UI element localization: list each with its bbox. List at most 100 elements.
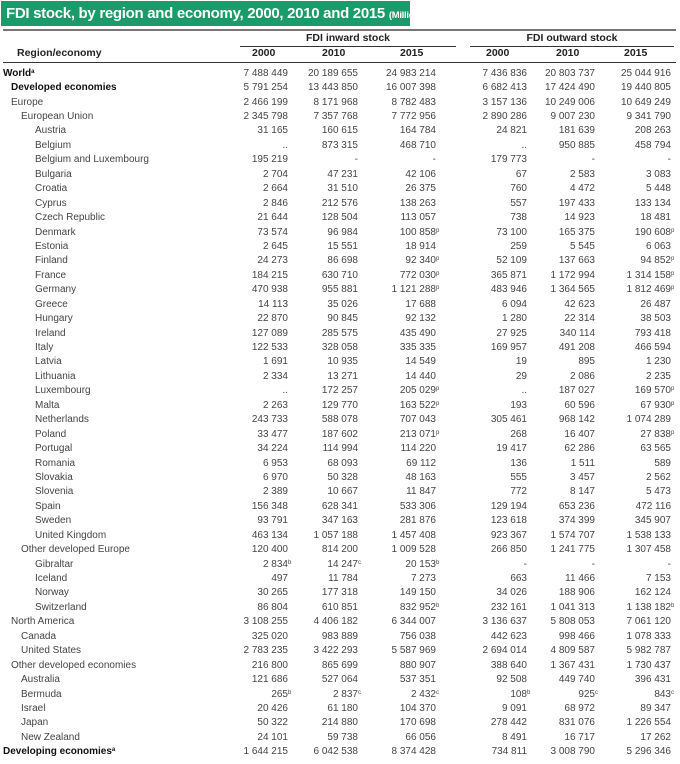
value-cell: 2 834b: [235, 557, 293, 571]
value: 165 375: [558, 226, 595, 238]
value-cell: 6 970: [235, 470, 293, 484]
value-cell: 285 575: [293, 326, 363, 340]
fdi-table: Worlda 7 488 449 20 189 655 24 983 214 7 436…: [3, 66, 676, 759]
value-cell: 9 091: [441, 701, 532, 715]
value: 24 821: [496, 125, 527, 137]
value: 7 488 449: [243, 67, 289, 79]
economy-name: Slovakia: [35, 471, 73, 483]
value: 62 286: [564, 443, 595, 455]
value: 73 574: [257, 226, 288, 238]
value-cell: 2 235: [600, 369, 676, 383]
value-cell: 950 885: [532, 138, 600, 152]
value: 16 407: [564, 428, 595, 440]
value-cell: 537 351: [363, 672, 441, 686]
value: 24 101: [257, 731, 288, 743]
value-cell: 197 433: [532, 196, 600, 210]
value: 4 472: [569, 183, 595, 195]
value-cell: 179 773: [441, 153, 532, 167]
row-label: Hungary: [3, 311, 235, 325]
value: 128 504: [321, 212, 358, 224]
table-row: Estonia 2 645 15 551 18 914 259 5 545 6 063: [3, 239, 676, 253]
table-row: United Kingdom 463 134 1 057 188 1 457 408 9…: [3, 528, 676, 542]
value: 968 142: [558, 414, 595, 426]
value: 1 574 707: [550, 529, 596, 541]
row-label: Belgium: [3, 138, 235, 152]
value-cell: 86 698: [293, 254, 363, 268]
value-cell: 92 340p: [363, 254, 441, 268]
value-cell: 6 344 007: [363, 615, 441, 629]
value: 2 783 235: [243, 645, 289, 657]
value: 34 224: [257, 443, 288, 455]
value: 20 426: [257, 702, 288, 714]
value: 172 257: [321, 385, 358, 397]
title-unit: (Millions of dollars): [388, 10, 470, 21]
footnote-marker: c: [671, 689, 674, 696]
value-cell: 707 043: [363, 413, 441, 427]
value: 129 194: [490, 500, 527, 512]
value-cell: 114 220: [363, 441, 441, 455]
value: 707 043: [399, 414, 436, 426]
value-cell: 1 574 707: [532, 528, 600, 542]
value-cell: 843c: [600, 687, 676, 701]
value: 2 432: [410, 688, 436, 700]
value: 950 885: [558, 139, 595, 151]
value: 31 165: [257, 125, 288, 137]
value: 843: [654, 688, 671, 700]
value: 6 344 007: [391, 616, 437, 628]
value-cell: 3 136 637: [441, 615, 532, 629]
table-row: Greece 14 113 35 026 17 688 6 094 42 623 26 48…: [3, 297, 676, 311]
value: 388 640: [490, 659, 527, 671]
value-cell: 772 030p: [363, 268, 441, 282]
value: 17 688: [405, 298, 436, 310]
table-row: Slovakia 6 970 50 328 48 163 555 3 457 2 562: [3, 470, 676, 484]
footnote-marker: p: [436, 400, 440, 407]
value: 1 280: [501, 313, 527, 325]
value: 216 800: [251, 659, 288, 671]
value: 831 076: [558, 717, 595, 729]
table-row: Poland 33 477 187 602 213 071p 268 16 407 27 8…: [3, 427, 676, 441]
value: 335 335: [399, 342, 436, 354]
value-cell: 133 134: [600, 196, 676, 210]
value-cell: 188 906: [532, 586, 600, 600]
value: 491 208: [558, 342, 595, 354]
outward-group-rule: [470, 46, 674, 47]
value-cell: 2 783 235: [235, 644, 293, 658]
table-row: North America 3 108 255 4 406 182 6 344 007…: [3, 615, 676, 629]
value-cell: 94 852p: [600, 254, 676, 268]
value: 16 717: [564, 731, 595, 743]
value: 1 121 288: [391, 284, 437, 296]
table-row: Netherlands 243 733 588 078 707 043 305 461 9…: [3, 413, 676, 427]
value: 955 881: [321, 284, 358, 296]
value: 47 231: [327, 168, 358, 180]
economy-name: Other developed economies: [11, 659, 137, 671]
value-cell: 3 422 293: [293, 644, 363, 658]
value-cell: 20 189 655: [293, 66, 363, 80]
value-cell: 4 809 587: [532, 644, 600, 658]
value: 34 026: [496, 587, 527, 599]
economy-name: Switzerland: [35, 601, 87, 613]
value: 104 370: [399, 702, 436, 714]
economy-name: Gibraltar: [35, 558, 74, 570]
row-label: New Zealand: [3, 730, 235, 744]
value-cell: 968 142: [532, 413, 600, 427]
value: 17 262: [640, 731, 671, 743]
value: 3 136 637: [482, 616, 528, 628]
value: 1 230: [645, 356, 671, 368]
value-cell: 24 983 214: [363, 66, 441, 80]
value: 16 007 398: [385, 82, 436, 94]
footnote-marker: c: [358, 689, 361, 696]
table-row: Lithuania 2 334 13 271 14 440 29 2 086 2 235: [3, 369, 676, 383]
value-cell: 305 461: [441, 413, 532, 427]
value: 1 364 565: [550, 284, 596, 296]
row-label: Iceland: [3, 571, 235, 585]
value: 2 664: [262, 183, 288, 195]
value-cell: 27 838p: [600, 427, 676, 441]
row-label: Slovenia: [3, 485, 235, 499]
value: 232 161: [490, 601, 527, 613]
table-row: Bulgaria 2 704 47 231 42 106 67 2 583 3 083: [3, 167, 676, 181]
value: 983 889: [321, 630, 358, 642]
value-cell: 205 029p: [363, 384, 441, 398]
economy-name: Estonia: [35, 240, 69, 252]
value: 24 273: [257, 255, 288, 267]
value-cell: 104 370: [363, 701, 441, 715]
